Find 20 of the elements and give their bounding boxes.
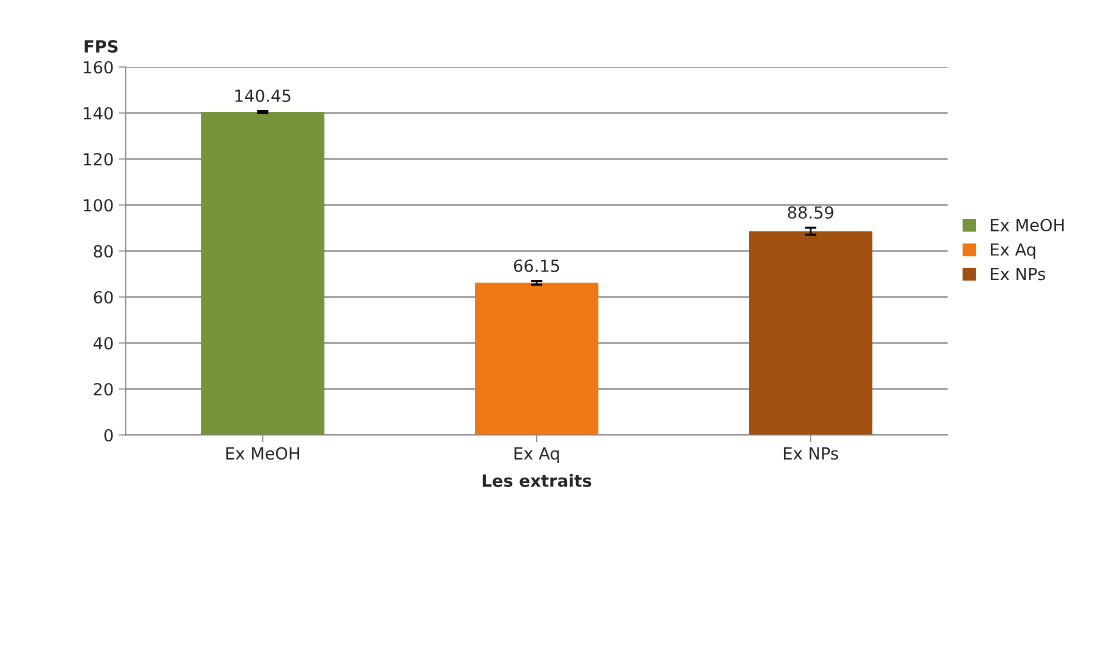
y-tick-label: 0	[104, 428, 113, 442]
legend-label: Ex Aq	[990, 243, 1036, 260]
y-tick-label: 60	[93, 290, 113, 304]
y-tick-label: 100	[83, 198, 113, 212]
y-axis-title: FPS	[84, 40, 118, 53]
data-label: 66.15	[513, 259, 560, 273]
legend-label: Ex NPs	[990, 267, 1046, 281]
y-tick-label: 140	[83, 106, 113, 120]
x-tick-label: Ex NPs	[783, 447, 839, 460]
x-tick-label: Ex MeOH	[226, 447, 300, 460]
x-tick-label: Ex Aq	[514, 447, 559, 463]
y-tick-label: 20	[93, 382, 113, 396]
x-axis-title: Les extraits	[482, 474, 592, 487]
y-tick-label: 40	[93, 336, 113, 350]
data-label: 88.59	[787, 206, 834, 219]
data-label: 140.45	[235, 89, 291, 103]
y-tick-label: 160	[83, 60, 113, 74]
legend-label: Ex MeOH	[990, 218, 1064, 232]
y-tick-label: 80	[93, 244, 113, 258]
y-tick-label: 120	[83, 152, 113, 166]
